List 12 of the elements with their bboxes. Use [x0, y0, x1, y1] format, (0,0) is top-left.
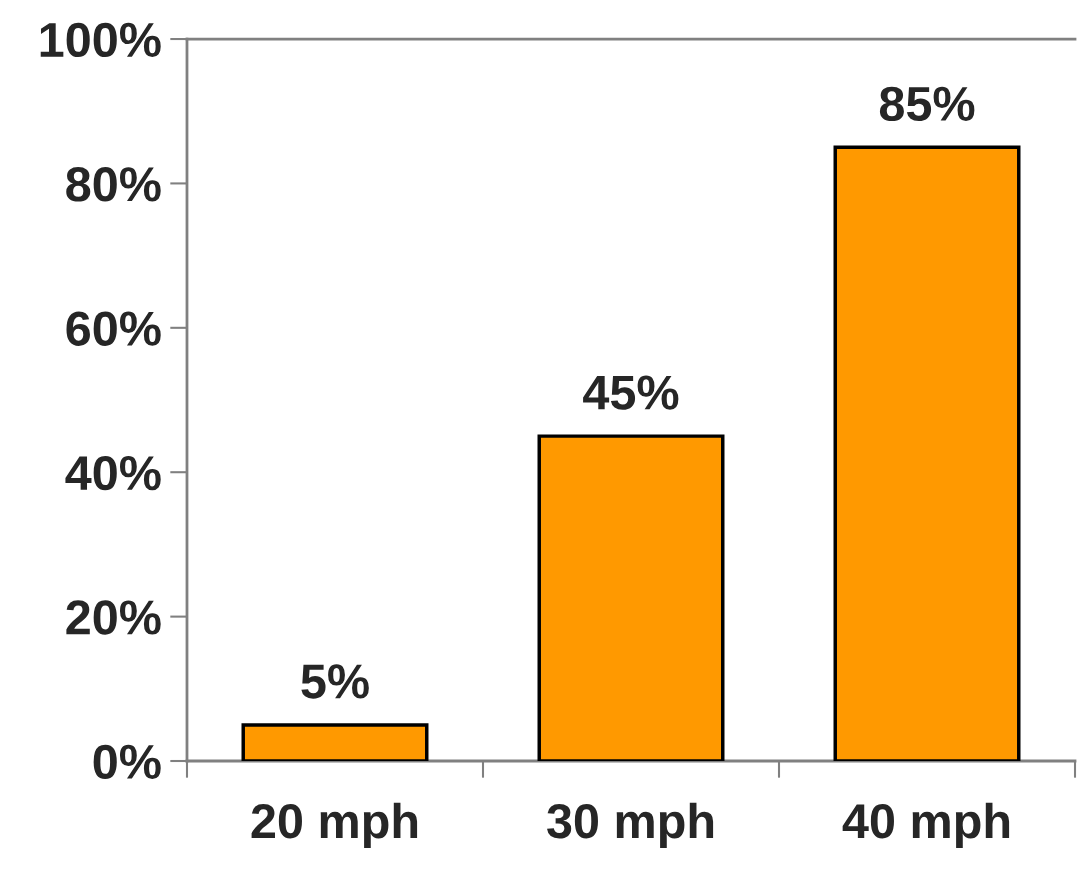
data-label: 45%: [583, 375, 679, 410]
data-label: 5%: [301, 664, 369, 699]
y-tick-label: 0%: [93, 744, 161, 780]
y-tick-label: 80%: [66, 167, 161, 202]
y-tick-label: 60%: [66, 311, 161, 346]
y-tick-label: 100%: [40, 22, 161, 58]
x-tick-label: 30 mph: [547, 802, 714, 848]
data-label: 85%: [879, 86, 975, 122]
y-tick-label: 40%: [65, 455, 161, 491]
x-tick-label: 20 mph: [251, 802, 418, 848]
y-tick-label: 20%: [66, 600, 161, 635]
x-tick-label: 40 mph: [842, 802, 1010, 848]
